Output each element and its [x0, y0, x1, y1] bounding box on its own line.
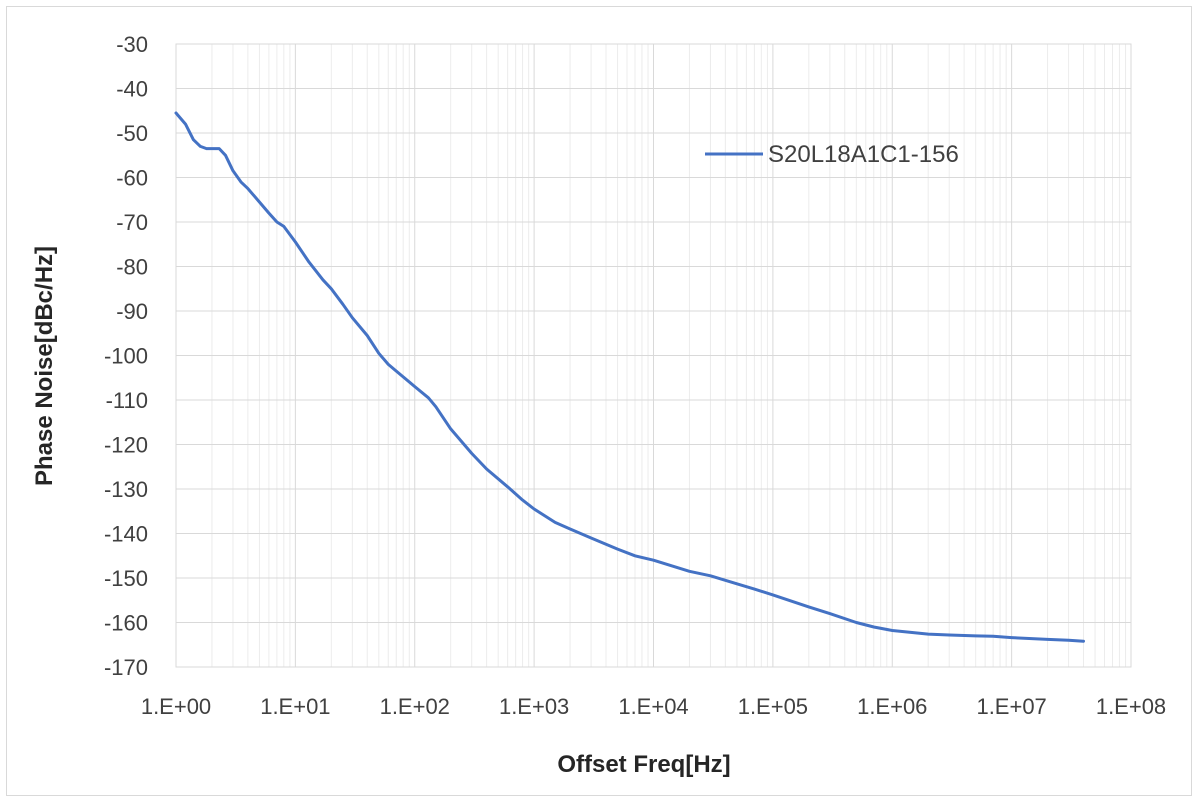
y-tick-label: -160 — [104, 611, 148, 636]
y-axis-title: Phase Noise[dBc/Hz] — [31, 246, 58, 486]
x-tick-label: 1.E+05 — [738, 694, 808, 719]
y-tick-label: -120 — [104, 433, 148, 458]
y-tick-label: -170 — [104, 655, 148, 680]
y-tick-label: -100 — [104, 344, 148, 369]
y-tick-label: -110 — [106, 388, 148, 413]
y-tick-label: -50 — [116, 121, 148, 146]
x-tick-label: 1.E+03 — [499, 694, 569, 719]
y-tick-label: -30 — [116, 32, 148, 57]
series-line — [174, 111, 1085, 643]
x-tick-label: 1.E+06 — [857, 694, 927, 719]
y-tick-label: -90 — [116, 299, 148, 324]
y-tick-label: -60 — [116, 166, 148, 191]
x-tick-label: 1.E+00 — [141, 694, 211, 719]
x-tick-label: 1.E+01 — [260, 694, 330, 719]
y-tick-label: -130 — [104, 477, 148, 502]
chart-frame — [6, 6, 1192, 796]
legend-label: S20L18A1C1-156 — [768, 141, 959, 168]
y-tick-label: -150 — [104, 566, 148, 591]
x-tick-label: 1.E+08 — [1096, 694, 1166, 719]
x-tick-label: 1.E+07 — [976, 694, 1046, 719]
y-tick-label: -70 — [116, 210, 148, 235]
y-tick-labels: -30 -40 -50 -60 -70 -80 -90 -100 -110 -120 -130 -14… — [104, 32, 148, 680]
x-tick-label: 1.E+02 — [380, 694, 450, 719]
major-gridlines — [175, 43, 1132, 668]
y-tick-label: -80 — [116, 255, 148, 280]
legend: S20L18A1C1-156 — [705, 141, 959, 168]
plot-area-border — [175, 43, 1132, 668]
x-axis-title: Offset Freq[Hz] — [557, 751, 730, 778]
x-tick-label: 1.E+04 — [618, 694, 688, 719]
y-tick-label: -40 — [116, 77, 148, 102]
y-tick-label: -140 — [104, 522, 148, 547]
series-layer — [174, 111, 1085, 643]
x-tick-labels: 1.E+00 1.E+01 1.E+02 1.E+03 1.E+04 1.E+05 1.E+… — [141, 694, 1166, 719]
